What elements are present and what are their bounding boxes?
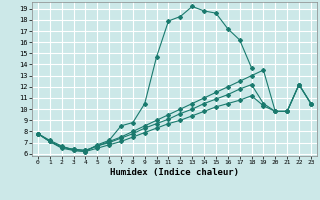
X-axis label: Humidex (Indice chaleur): Humidex (Indice chaleur) bbox=[110, 168, 239, 177]
